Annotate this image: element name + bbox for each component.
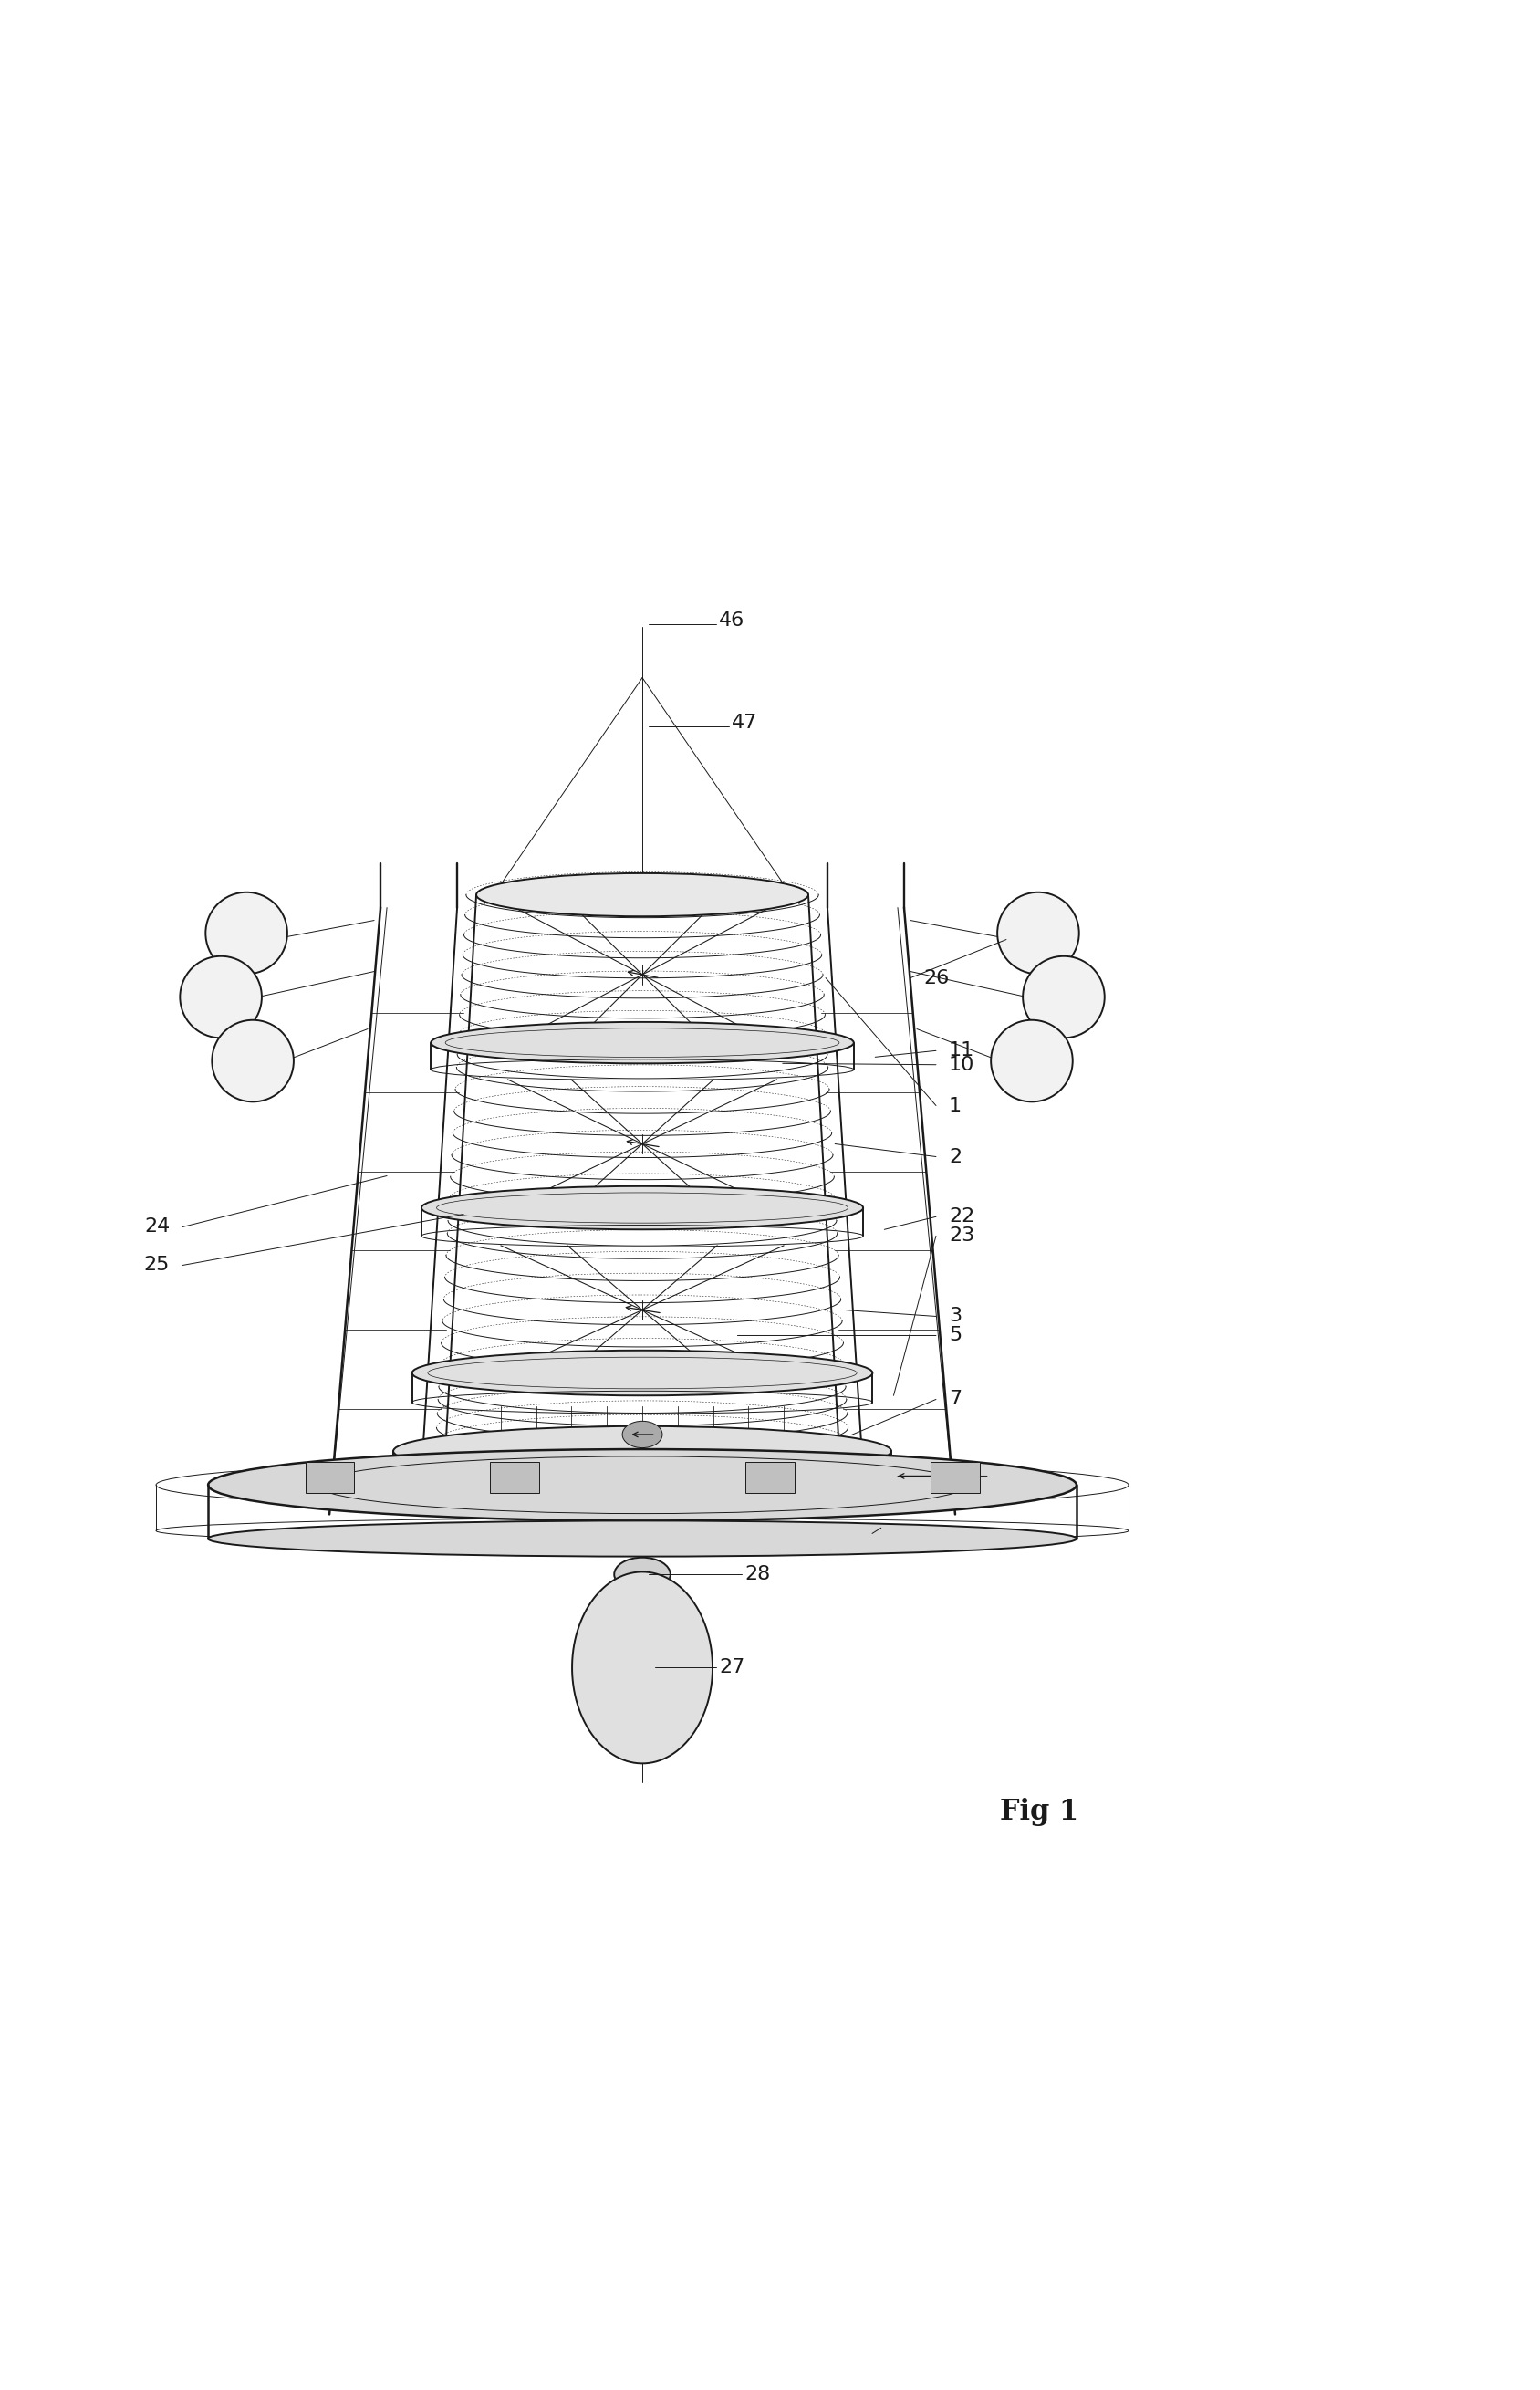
Text: 21: 21 — [886, 1525, 910, 1542]
Text: 2: 2 — [949, 1147, 961, 1166]
Circle shape — [990, 1021, 1073, 1102]
Text: 5: 5 — [949, 1326, 962, 1346]
FancyBboxPatch shape — [745, 1463, 795, 1494]
Text: 25: 25 — [143, 1257, 169, 1274]
Ellipse shape — [413, 1350, 873, 1396]
Circle shape — [998, 891, 1080, 975]
Ellipse shape — [393, 1427, 892, 1477]
Text: 27: 27 — [719, 1659, 745, 1678]
Text: 22: 22 — [949, 1207, 975, 1226]
Text: 10: 10 — [949, 1056, 975, 1073]
Ellipse shape — [422, 1185, 862, 1228]
Ellipse shape — [476, 872, 809, 915]
Circle shape — [205, 891, 288, 975]
Text: 28: 28 — [744, 1565, 770, 1585]
Text: 26: 26 — [924, 968, 949, 987]
FancyBboxPatch shape — [490, 1463, 539, 1494]
Circle shape — [180, 956, 262, 1037]
Text: 24: 24 — [145, 1219, 169, 1236]
FancyBboxPatch shape — [930, 1463, 979, 1494]
Ellipse shape — [208, 1448, 1076, 1520]
Text: 11: 11 — [949, 1042, 975, 1059]
Text: Fig 1: Fig 1 — [999, 1797, 1078, 1826]
Text: 20: 20 — [999, 1467, 1026, 1484]
Ellipse shape — [208, 1520, 1076, 1556]
Ellipse shape — [622, 1422, 662, 1448]
Text: 1: 1 — [949, 1097, 961, 1114]
Text: 46: 46 — [719, 612, 745, 629]
Text: 47: 47 — [732, 712, 758, 731]
Text: 3: 3 — [949, 1307, 961, 1326]
Ellipse shape — [614, 1558, 670, 1592]
FancyBboxPatch shape — [305, 1463, 354, 1494]
Circle shape — [213, 1021, 294, 1102]
Text: 23: 23 — [949, 1226, 975, 1245]
Circle shape — [1023, 956, 1104, 1037]
Polygon shape — [571, 1573, 713, 1764]
Ellipse shape — [431, 1023, 853, 1064]
Text: 7: 7 — [949, 1391, 961, 1408]
